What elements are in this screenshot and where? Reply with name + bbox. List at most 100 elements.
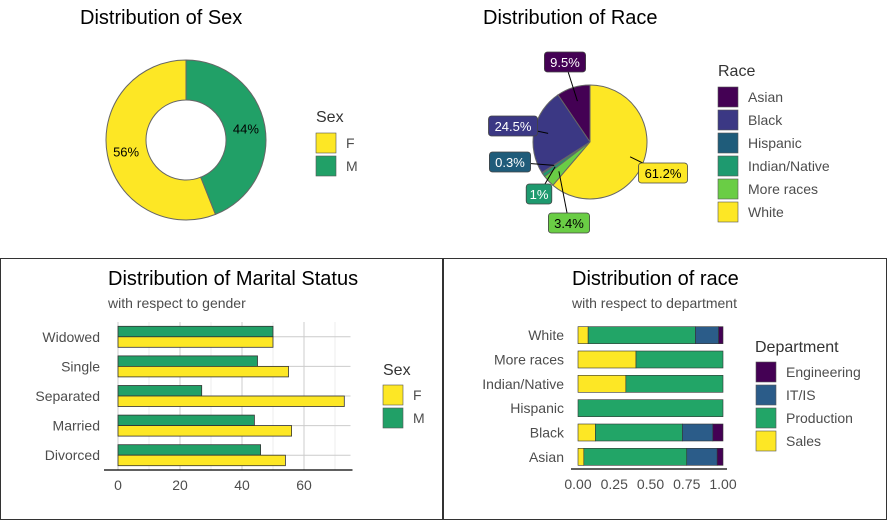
y-tick-label: White [528,327,564,343]
y-tick-label: Indian/Native [482,376,564,392]
bar-segment-sales [577,350,637,369]
bar-segment-itis [686,448,718,466]
legend-title: Sex [383,362,411,379]
data-label: 1% [530,187,549,202]
legend-label: M [413,410,425,426]
legend-label: F [413,387,422,403]
label-box [638,162,688,184]
legend-key [717,86,739,108]
bar-F [117,365,289,378]
legend-title: Race [718,63,755,80]
legend-key [717,132,739,154]
legend-key [755,430,777,452]
legend-key [315,132,337,154]
chart-title: Distribution of race [572,268,739,290]
bar-segment-production [595,423,683,442]
bar-segment-sales [577,448,585,466]
bar-F [117,425,293,437]
bar-M [117,414,255,427]
chart-race: Distribution of Race 9.5% 24.5% 0.3% 1% 3.4%… [483,7,830,234]
data-label: 56% [113,144,139,159]
chart-title: Distribution of Marital Status [108,268,358,290]
y-tick-label: Hispanic [510,400,564,416]
bar-segment-production [635,350,724,369]
data-label: 3.4% [554,216,584,231]
bar-F [117,336,274,348]
legend-label: Sales [786,433,821,449]
chart-sex: Distribution of Sex 56% 44% Sex FM [80,7,358,221]
label-box [544,51,587,73]
label-box [488,151,531,173]
label-box [548,212,591,234]
y-tick-label: More races [494,352,564,368]
bar-F [117,454,286,467]
chart-title: Distribution of Race [483,7,658,29]
x-tick-label: 40 [234,477,250,493]
label-box [525,183,553,205]
x-tick-label: 20 [172,477,188,493]
bar-segment-itis [682,423,714,442]
data-label: 0.3% [495,155,525,170]
legend-key [755,361,777,383]
label-box [488,115,538,137]
legend-key [755,384,777,406]
bar-M [117,444,262,456]
legend-key [755,407,777,429]
bar-M [117,385,203,397]
legend-key [717,201,739,223]
legend-label: M [346,158,358,174]
legend-label: Black [748,112,783,128]
bar-F [117,395,345,407]
x-tick-label: 1.00 [709,476,736,492]
x-tick-label: 0.75 [673,476,700,492]
bar-segment-sales [577,326,589,344]
bar-segment-production [587,326,696,344]
legend-label: Hispanic [748,135,802,151]
legend-key [717,155,739,177]
bar-segment-production [625,375,724,393]
bar-segment-itis [695,326,719,344]
chart-subtitle: with respect to department [571,295,737,311]
legend-title: Sex [316,109,344,126]
data-label: 9.5% [550,55,580,70]
chart-subtitle: with respect to gender [107,295,246,311]
legend-label: More races [748,181,818,197]
legend-label: White [748,204,784,220]
pie-slice [552,84,648,200]
data-label: 44% [233,122,259,137]
legend-key [382,407,404,429]
y-tick-label: Asian [529,449,564,465]
chart-racedept: Distribution of race with respect to dep… [482,268,860,492]
bar-M [117,325,274,338]
bar-segment-production [577,399,724,417]
y-tick-label: Single [61,358,100,374]
legend-label: F [346,135,355,151]
x-tick-label: 0.25 [601,476,628,492]
legend-title: Department [755,339,839,356]
legend-key [315,155,337,177]
bar-segment-production [583,448,688,466]
legend-key [717,178,739,200]
bar-segment-engineering [712,423,724,442]
y-tick-label: Divorced [45,447,100,463]
x-tick-label: 0.00 [564,476,591,492]
x-tick-label: 0 [114,477,122,493]
data-label: 24.5% [495,119,532,134]
bar-M [117,355,258,367]
legend-key [717,109,739,131]
chart-title: Distribution of Sex [80,7,242,29]
y-tick-label: Married [53,418,100,434]
legend-label: Production [786,410,853,426]
y-tick-label: Black [530,425,565,441]
y-tick-label: Widowed [42,329,100,345]
legend-key [382,384,404,406]
bar-segment-engineering [716,448,724,466]
legend-label: Indian/Native [748,158,830,174]
legend-label: Asian [748,89,783,105]
x-tick-label: 0.50 [637,476,664,492]
bar-segment-engineering [718,326,724,344]
data-label: 61.2% [645,166,682,181]
legend-label: IT/IS [786,387,816,403]
legend-label: Engineering [786,364,861,380]
y-tick-label: Separated [35,388,100,404]
